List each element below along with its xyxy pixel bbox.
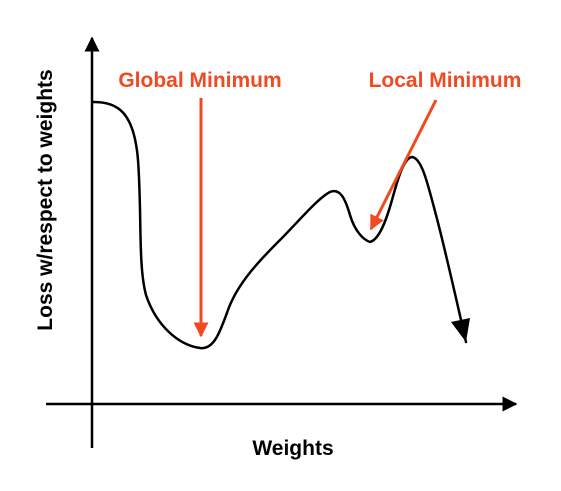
global-minimum-label: Global Minimum <box>118 69 281 92</box>
local-minimum-arrow <box>369 99 438 231</box>
curve-end-arrowhead <box>451 318 470 342</box>
loss-curve <box>91 100 468 350</box>
y-axis-label: Loss w/respect to weights <box>34 69 57 330</box>
x-axis-label: Weights <box>252 437 333 460</box>
local-minimum-label: Local Minimum <box>369 69 522 92</box>
